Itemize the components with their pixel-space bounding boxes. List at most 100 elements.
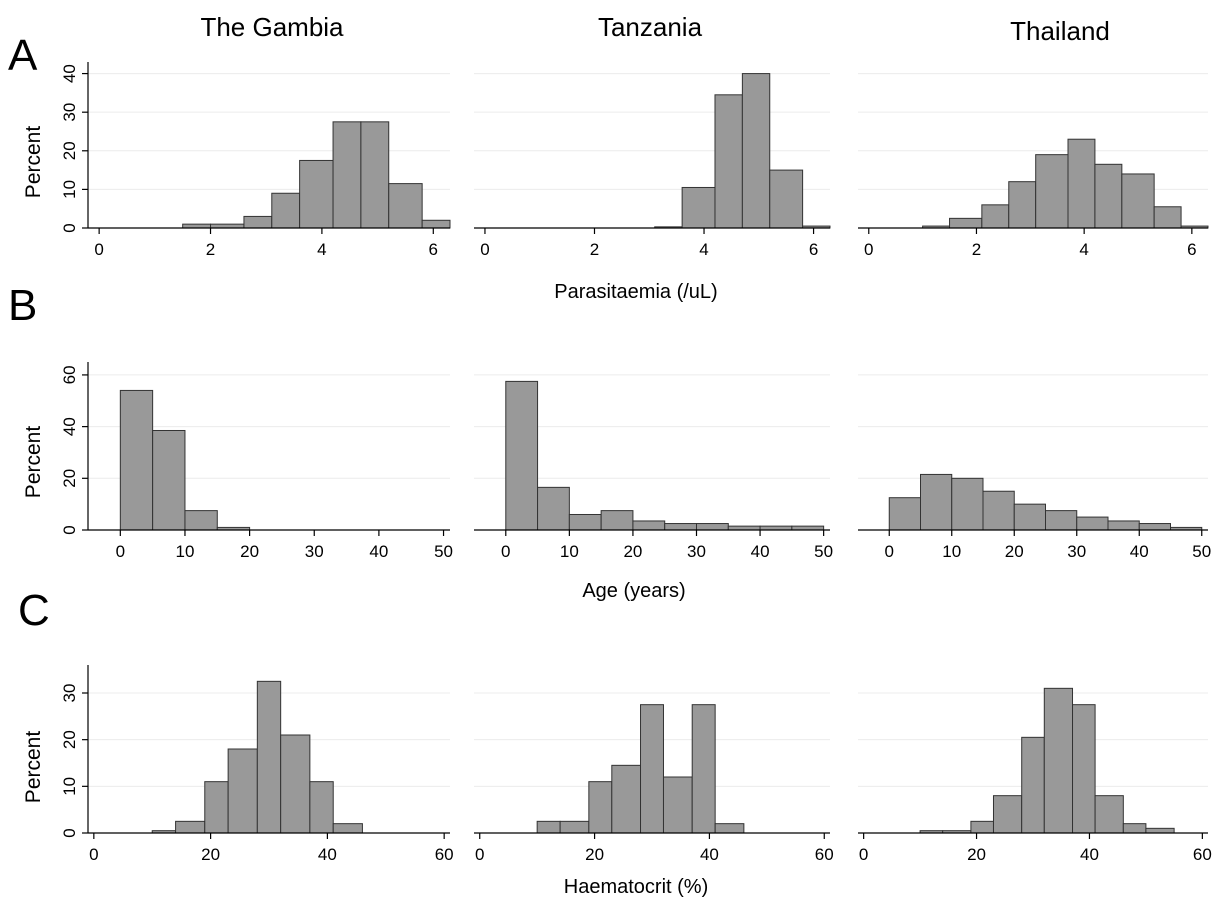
- x-tick-label: 0: [475, 845, 484, 864]
- histogram-bar: [715, 824, 744, 833]
- histogram-bar: [1146, 828, 1174, 833]
- histogram-bar: [665, 524, 697, 530]
- x-tick-label: 60: [815, 845, 834, 864]
- x-tick-label: 20: [967, 845, 986, 864]
- histogram-bar: [993, 796, 1021, 833]
- ylabel-row-c: Percent: [22, 731, 45, 804]
- y-tick-label: 10: [60, 180, 79, 199]
- histogram-bar: [633, 521, 665, 530]
- histogram-bar: [1068, 139, 1095, 228]
- histogram-bar: [205, 782, 228, 833]
- x-tick-label: 0: [480, 240, 489, 259]
- y-tick-label: 20: [60, 469, 79, 488]
- histogram-bar: [682, 187, 715, 228]
- histogram-bar: [537, 821, 560, 833]
- histogram-bar: [228, 749, 257, 833]
- histogram-a-thailand: 0 2 4 6: [858, 74, 1208, 259]
- x-tick-label: 60: [1193, 845, 1212, 864]
- histogram-bar: [950, 218, 982, 228]
- x-tick-label: 0: [885, 542, 894, 561]
- histogram-bar: [715, 95, 742, 228]
- histogram-bar: [176, 821, 205, 833]
- histogram-a-gambia: 0 2 4 6 0 10 20 30 40: [60, 62, 450, 259]
- histogram-bar: [281, 735, 310, 833]
- histogram-bar: [1044, 688, 1072, 833]
- y-tick-label: 0: [60, 525, 79, 534]
- panel-letter-b: B: [8, 281, 37, 330]
- histogram-bar: [389, 184, 422, 228]
- x-tick-label: 4: [699, 240, 708, 259]
- x-tick-label: 6: [809, 240, 818, 259]
- x-tick-label: 0: [94, 240, 103, 259]
- x-tick-label: 6: [429, 240, 438, 259]
- histogram-c-tanzania: 0 20 40 60: [474, 693, 834, 864]
- histogram-b-gambia: 0 10 20 30 40 50 0 20 40 60: [60, 362, 453, 561]
- histogram-bar: [244, 216, 272, 228]
- x-tick-label: 10: [942, 542, 961, 561]
- histogram-bar: [697, 524, 729, 530]
- histogram-bar: [1139, 524, 1170, 530]
- histogram-bar: [1077, 517, 1108, 530]
- x-tick-label: 0: [864, 240, 873, 259]
- x-tick-label: 20: [585, 845, 604, 864]
- x-tick-label: 30: [1067, 542, 1086, 561]
- histogram-bar: [1009, 182, 1036, 228]
- x-tick-label: 30: [305, 542, 324, 561]
- histogram-bar: [560, 821, 589, 833]
- histogram-bar: [612, 765, 641, 833]
- ylabel-row-b: Percent: [22, 426, 45, 499]
- histogram-bar: [952, 478, 983, 530]
- x-tick-label: 10: [176, 542, 195, 561]
- histogram-c-thailand: 0 20 40 60: [858, 688, 1212, 864]
- xlabel-row-b: Age (years): [582, 580, 685, 602]
- panel-letter-a: A: [8, 31, 38, 80]
- histogram-bar: [1046, 511, 1077, 530]
- histogram-bar: [1095, 164, 1122, 228]
- xlabel-row-a: Parasitaemia (/uL): [554, 281, 717, 303]
- ylabel-row-a: Percent: [22, 126, 45, 199]
- histogram-bar: [921, 474, 952, 530]
- histogram-bar: [889, 498, 920, 530]
- histogram-bar: [971, 821, 994, 833]
- x-tick-label: 50: [814, 542, 833, 561]
- histogram-bar: [641, 705, 664, 833]
- x-tick-label: 40: [751, 542, 770, 561]
- histogram-bar: [422, 220, 450, 228]
- x-tick-label: 2: [206, 240, 215, 259]
- histogram-a-tanzania: 0 2 4 6: [474, 74, 830, 259]
- histogram-bar: [1036, 155, 1068, 228]
- histogram-bar: [770, 170, 803, 228]
- x-tick-label: 20: [623, 542, 642, 561]
- histogram-bar: [601, 511, 633, 530]
- x-tick-label: 4: [1079, 240, 1088, 259]
- x-tick-label: 2: [972, 240, 981, 259]
- histogram-bar: [1095, 796, 1123, 833]
- y-tick-label: 0: [60, 223, 79, 232]
- column-title-thailand: Thailand: [1010, 16, 1110, 46]
- x-tick-label: 20: [1005, 542, 1024, 561]
- histogram-bar: [983, 491, 1014, 530]
- histogram-bar: [1014, 504, 1045, 530]
- x-tick-label: 50: [1192, 542, 1211, 561]
- histogram-bar: [257, 681, 280, 833]
- histogram-bar: [153, 430, 185, 530]
- histogram-bar: [982, 205, 1009, 228]
- y-tick-label: 30: [60, 103, 79, 122]
- x-tick-label: 20: [201, 845, 220, 864]
- histogram-bar: [506, 381, 538, 530]
- histogram-b-tanzania: 0 10 20 30 40 50: [474, 375, 833, 561]
- x-tick-label: 20: [240, 542, 259, 561]
- histogram-bar: [185, 511, 217, 530]
- histogram-bar: [692, 705, 715, 833]
- x-tick-label: 40: [318, 845, 337, 864]
- histogram-bar: [1122, 174, 1154, 228]
- histogram-bar: [1123, 824, 1146, 833]
- x-tick-label: 0: [501, 542, 510, 561]
- y-tick-label: 20: [60, 730, 79, 749]
- histogram-bar: [333, 824, 362, 833]
- x-tick-label: 40: [1130, 542, 1149, 561]
- x-tick-label: 10: [560, 542, 579, 561]
- histogram-bar: [742, 74, 769, 228]
